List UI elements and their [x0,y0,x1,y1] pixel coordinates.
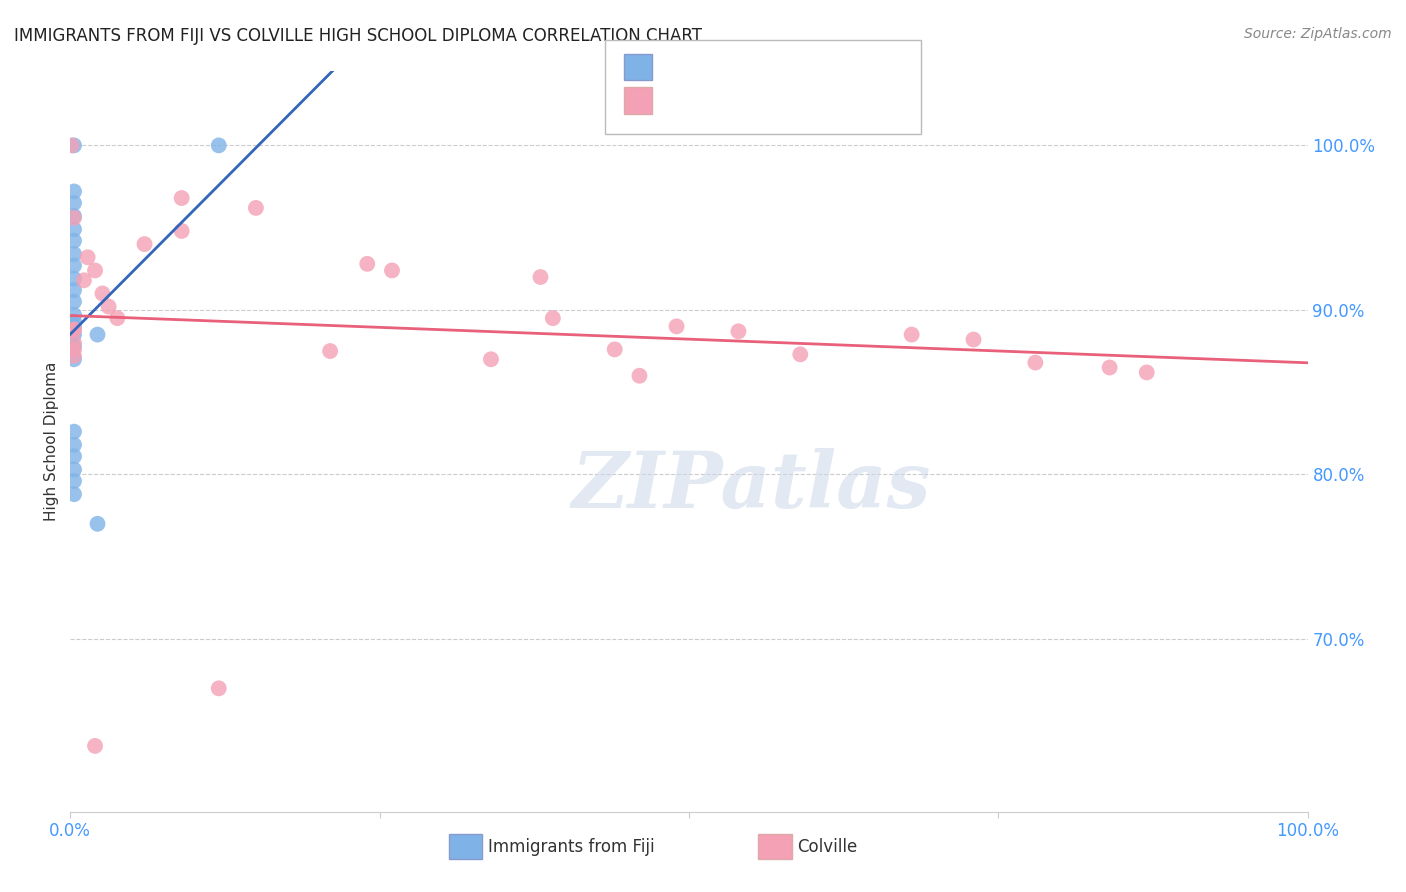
Point [63,425,86,439]
Point [86,327,108,342]
Point [63,211,86,225]
Point [63,323,86,337]
Point [86,516,108,531]
Point [628,368,651,383]
Point [208,681,231,696]
Point [63,308,86,322]
Point [63,294,86,309]
Point [727,324,749,338]
Point [63,138,86,153]
Point [63,323,86,337]
Point [529,270,551,285]
Point [1098,360,1121,375]
Point [63,327,86,342]
Point [63,271,86,285]
Point [73,273,96,287]
Point [63,209,86,223]
Point [603,343,626,357]
Text: ZIPatlas: ZIPatlas [571,448,931,524]
Point [900,327,922,342]
Point [170,224,193,238]
Point [63,474,86,488]
Point [665,319,688,334]
Point [541,311,564,326]
Point [63,450,86,464]
Text: Source: ZipAtlas.com: Source: ZipAtlas.com [1244,27,1392,41]
Point [60,138,83,153]
Point [63,234,86,248]
Text: R = 0.323   N = 35: R = 0.323 N = 35 [662,92,820,110]
Point [63,438,86,452]
Y-axis label: High School Diploma: High School Diploma [44,362,59,521]
Point [479,352,502,367]
Point [63,487,86,501]
Point [63,349,86,363]
Point [63,319,86,334]
Point [63,259,86,273]
Point [63,222,86,236]
Point [789,347,811,361]
Text: Colville: Colville [797,838,858,855]
Point [84,739,107,753]
Point [63,339,86,353]
Point [105,311,128,326]
Point [63,352,86,367]
Point [63,247,86,261]
Point [97,300,120,314]
Point [63,343,86,357]
Point [319,344,342,359]
Point [962,333,984,347]
Point [1136,366,1159,380]
Point [63,314,86,328]
Point [63,335,86,350]
Point [84,263,107,277]
Text: Immigrants from Fiji: Immigrants from Fiji [488,838,655,855]
Point [208,138,231,153]
Point [63,462,86,476]
Point [63,283,86,297]
Point [356,257,378,271]
Point [170,191,193,205]
Point [245,201,267,215]
Point [1024,355,1046,369]
Text: IMMIGRANTS FROM FIJI VS COLVILLE HIGH SCHOOL DIPLOMA CORRELATION CHART: IMMIGRANTS FROM FIJI VS COLVILLE HIGH SC… [14,27,702,45]
Point [63,196,86,211]
Text: R = 0.389   N = 26: R = 0.389 N = 26 [662,58,820,76]
Point [134,237,156,252]
Point [381,263,404,277]
Point [63,185,86,199]
Point [91,286,114,301]
Point [76,250,98,264]
